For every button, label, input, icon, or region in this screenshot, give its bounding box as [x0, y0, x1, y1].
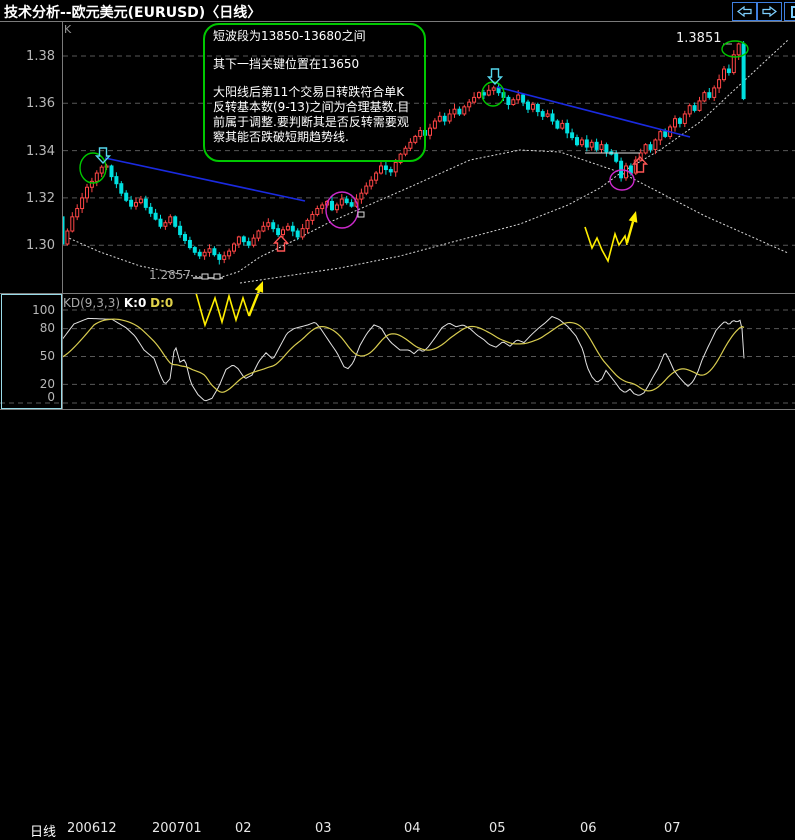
axis-separator [62, 22, 63, 410]
price-tick: 1.34 [0, 144, 55, 159]
note-line-1: 短波段为13850-13680之间 [213, 29, 416, 44]
price-tick: 1.32 [0, 191, 55, 206]
peak-price-label: 1.3851 [676, 31, 722, 46]
kd-params-label: KD(9,3,3) [63, 296, 120, 310]
kd-d-value: D:0 [150, 296, 173, 310]
price-tick: 1.38 [0, 49, 55, 64]
price-tick: 1.30 [0, 238, 55, 253]
app-window: { "title_bar": { "title": "技术分析--欧元美元(EU… [0, 0, 795, 428]
timeline-label: 07 [664, 821, 681, 836]
kd-lines-layer [62, 317, 744, 401]
period-label: 日线 [30, 821, 56, 840]
kd-indicator-label: KD(9,3,3) K:0 D:0 [63, 296, 173, 310]
timeline-label: 03 [315, 821, 332, 836]
annotation-note-box: 短波段为13850-13680之间 其下一挡关键位置在13650 大阳线后第11… [203, 23, 426, 162]
kd-k-value: K:0 [124, 296, 146, 310]
timeline-label: 02 [235, 821, 252, 836]
timeline-label: 05 [489, 821, 506, 836]
ma-low-price-label: 1.2857 [149, 268, 191, 282]
timeline-label: 200701 [152, 821, 202, 836]
timeline-label: 06 [580, 821, 597, 836]
note-line-3: 大阳线后第11个交易日转跌符合单K反转基本数(9-13)之间为合理基数.目前属于… [213, 85, 416, 145]
timeline-label: 04 [404, 821, 421, 836]
pane-label-k: K [64, 23, 71, 36]
timeline-bar: 日线 200612 200701 02 03 04 05 06 07 [0, 410, 795, 428]
pane-divider [0, 293, 795, 294]
price-tick: 1.36 [0, 96, 55, 111]
timeline-label: 200612 [67, 821, 117, 836]
kd-axis-selection-box[interactable] [1, 294, 62, 409]
note-line-2: 其下一挡关键位置在13650 [213, 57, 416, 72]
